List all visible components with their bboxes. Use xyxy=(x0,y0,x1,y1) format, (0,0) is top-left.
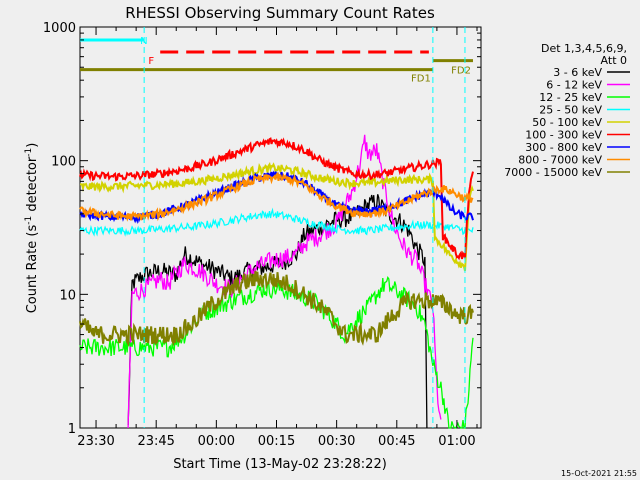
y-axis-label-main: Count Rate (s xyxy=(25,225,40,314)
legend-entry-8: 800 - 7000 keV xyxy=(518,154,602,167)
legend-entry-9: 7000 - 15000 keV xyxy=(504,166,602,179)
annotation-label-3: FD1 xyxy=(411,74,431,85)
legend-entry-4: 25 - 50 keV xyxy=(539,104,602,117)
legend-header-1: Det 1,3,4,5,6,9, xyxy=(541,42,627,55)
series-line-8 xyxy=(79,171,474,222)
series-line-2 xyxy=(127,134,442,429)
x-tick-label-1: 23:30 xyxy=(77,434,114,449)
legend-entry-7: 300 - 800 keV xyxy=(525,141,602,154)
chart-title: RHESSI Observing Summary Count Rates xyxy=(125,4,435,22)
y-tick-label-4: 1000 xyxy=(43,21,76,36)
legend-header-2: Att 0 xyxy=(601,54,627,67)
annotation-label-2: F xyxy=(148,56,154,67)
series-line-6 xyxy=(79,137,474,261)
series-line-9 xyxy=(79,270,474,347)
y-axis-label: Count Rate (s-1 detector-1) xyxy=(24,143,40,314)
annotation-label-4: FD2 xyxy=(451,66,471,77)
timestamp: 15-Oct-2021 21:55 xyxy=(561,469,637,478)
y-axis-label-sup1: -1 xyxy=(24,216,34,225)
x-tick-label-3: 00:00 xyxy=(198,434,235,449)
vertical-markers xyxy=(143,27,466,428)
x-tick-label-5: 00:30 xyxy=(318,434,355,449)
y-axis-label-sup2: -1 xyxy=(24,148,34,157)
y-tick-label-2: 10 xyxy=(59,288,76,303)
x-tick-label-6: 00:45 xyxy=(378,434,415,449)
legend-entry-6: 100 - 300 keV xyxy=(525,129,602,142)
series-line-4 xyxy=(79,207,474,237)
y-axis-label-mid: detector xyxy=(25,156,40,216)
legend-entry-2: 6 - 12 keV xyxy=(546,79,602,92)
y-axis-label-end: ) xyxy=(25,143,40,148)
series-layer xyxy=(79,134,474,429)
x-tick-label-7: 01:00 xyxy=(438,434,475,449)
y-tick-label-1: 1 xyxy=(68,422,76,437)
series-line-5 xyxy=(79,161,474,272)
legend-entry-5: 50 - 100 keV xyxy=(532,116,602,129)
x-tick-label-2: 23:45 xyxy=(137,434,174,449)
x-axis-label: Start Time (13-May-02 23:28:22) xyxy=(173,457,387,472)
annotations-layer: NFFD1FD2 xyxy=(80,36,473,85)
x-axis-ticks: 23:30 23:45 00:00 00:15 00:30 00:45 01:00 xyxy=(77,27,478,449)
legend-entry-3: 12 - 25 keV xyxy=(539,91,602,104)
y-tick-label-3: 100 xyxy=(51,155,76,170)
legend-entry-1: 3 - 6 keV xyxy=(553,66,602,79)
x-tick-label-4: 00:15 xyxy=(258,434,295,449)
y-axis-ticks: 1 10 100 1000 xyxy=(43,21,481,437)
